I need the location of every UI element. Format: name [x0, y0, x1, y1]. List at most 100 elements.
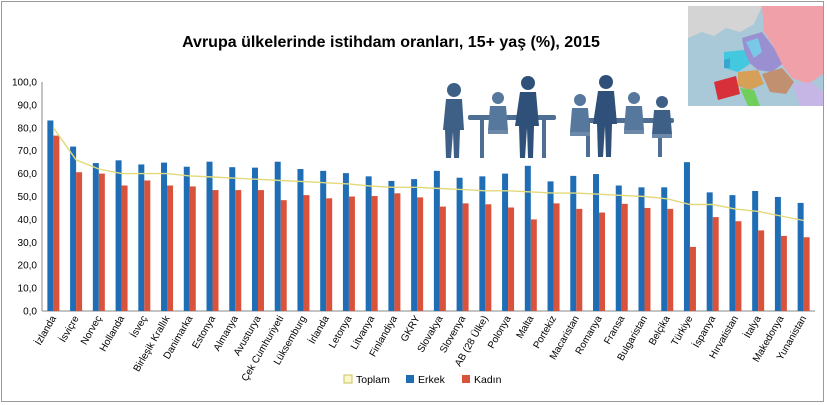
- bar-erkek: [456, 177, 463, 311]
- legend-swatch-toplam: [343, 374, 353, 384]
- bar-erkek: [297, 169, 304, 311]
- bar-erkek: [411, 179, 418, 311]
- series-kadin: [53, 135, 810, 311]
- bar-kadin: [530, 219, 537, 311]
- legend-label-toplam: Toplam: [356, 374, 390, 386]
- bar-kadin: [235, 190, 242, 311]
- bar-kadin: [257, 190, 264, 311]
- bar-erkek: [115, 160, 122, 311]
- bar-kadin: [121, 185, 128, 311]
- bar-erkek: [365, 176, 372, 311]
- bar-erkek: [570, 175, 577, 311]
- legend-label-kadin: Kadın: [474, 374, 502, 386]
- x-tick-label: GKRY: [399, 314, 423, 344]
- x-tick-label: Malta: [515, 314, 537, 341]
- y-tick-label: 50,0: [18, 192, 38, 203]
- legend-swatch-kadin: [462, 375, 470, 383]
- bar-erkek: [70, 146, 77, 311]
- bar-erkek: [92, 163, 99, 311]
- bar-kadin: [439, 206, 446, 311]
- bar-erkek: [274, 161, 281, 311]
- bar-erkek: [661, 187, 668, 311]
- x-tick-label: İrlanda: [305, 313, 332, 346]
- bar-kadin: [712, 217, 719, 311]
- bar-kadin: [348, 196, 355, 311]
- bar-erkek: [388, 180, 395, 311]
- bar-kadin: [394, 193, 401, 311]
- y-tick-label: 60,0: [18, 169, 38, 180]
- x-tick-label: İzlanda: [32, 313, 60, 348]
- bar-erkek: [138, 164, 145, 311]
- bar-kadin: [803, 237, 810, 311]
- legend: Toplam Erkek Kadın: [343, 374, 502, 386]
- bar-kadin: [280, 200, 287, 311]
- legend-label-erkek: Erkek: [418, 374, 446, 386]
- y-tick-label: 100,0: [12, 78, 37, 89]
- legend-swatch-erkek: [406, 375, 414, 383]
- bar-erkek: [320, 170, 327, 311]
- bar-erkek: [706, 192, 713, 311]
- bar-kadin: [508, 207, 515, 311]
- y-tick-label: 40,0: [18, 215, 38, 226]
- bar-kadin: [780, 235, 787, 311]
- bar-erkek: [47, 120, 54, 311]
- bar-kadin: [644, 207, 651, 311]
- bar-kadin: [462, 203, 469, 311]
- bar-kadin: [167, 185, 174, 311]
- bar-kadin: [485, 204, 492, 311]
- x-tick-label: İtalya: [741, 313, 764, 341]
- bar-kadin: [53, 135, 60, 311]
- y-tick-label: 70,0: [18, 146, 38, 157]
- line-toplam: [52, 127, 804, 222]
- bar-kadin: [576, 208, 583, 311]
- bar-kadin: [417, 197, 424, 311]
- y-tick-label: 80,0: [18, 123, 38, 134]
- bar-kadin: [667, 208, 674, 311]
- y-tick-label: 90,0: [18, 100, 38, 111]
- bar-kadin: [553, 203, 560, 311]
- y-axis-ticks: 0,0 10,0 20,0 30,0 40,0 50,0 60,0 70,0 80,0 90,0 1…: [12, 78, 37, 318]
- bar-erkek: [479, 176, 486, 311]
- series-erkek: [47, 120, 804, 311]
- bar-erkek: [524, 165, 531, 311]
- bar-erkek: [251, 167, 258, 311]
- bar-kadin: [326, 198, 333, 311]
- bar-kadin: [76, 172, 83, 311]
- bar-erkek: [206, 161, 213, 311]
- bar-erkek: [797, 202, 804, 311]
- bar-erkek: [547, 181, 554, 311]
- bar-kadin: [689, 246, 696, 311]
- office-meeting-silhouettes-icon: [443, 75, 674, 158]
- y-tick-label: 0,0: [23, 307, 37, 318]
- bar-erkek: [774, 196, 781, 311]
- bar-erkek: [593, 174, 600, 311]
- bar-kadin: [189, 186, 196, 311]
- series-toplam: [52, 127, 804, 222]
- bar-kadin: [735, 221, 742, 311]
- bar-kadin: [621, 203, 628, 311]
- bar-kadin: [212, 190, 219, 311]
- chart-title: Avrupa ülkelerinde istihdam oranları, 15…: [182, 34, 600, 51]
- bar-erkek: [342, 173, 349, 311]
- bar-kadin: [144, 180, 151, 311]
- bar-kadin: [303, 195, 310, 311]
- y-tick-label: 30,0: [18, 238, 38, 249]
- x-tick-label: İsveç: [127, 313, 150, 340]
- y-tick-label: 20,0: [18, 261, 38, 272]
- bar-erkek: [683, 162, 690, 311]
- y-tick-label: 10,0: [18, 284, 38, 295]
- bar-kadin: [758, 230, 765, 311]
- x-tick-label: İsviçre: [56, 313, 82, 345]
- bar-erkek: [161, 162, 168, 311]
- bar-erkek: [502, 173, 509, 311]
- bar-kadin: [599, 212, 606, 311]
- bar-erkek: [729, 195, 736, 311]
- bar-erkek: [615, 185, 622, 311]
- bar-erkek: [229, 167, 236, 311]
- bar-erkek: [638, 187, 645, 311]
- bar-erkek: [752, 191, 759, 311]
- bar-kadin: [371, 196, 378, 311]
